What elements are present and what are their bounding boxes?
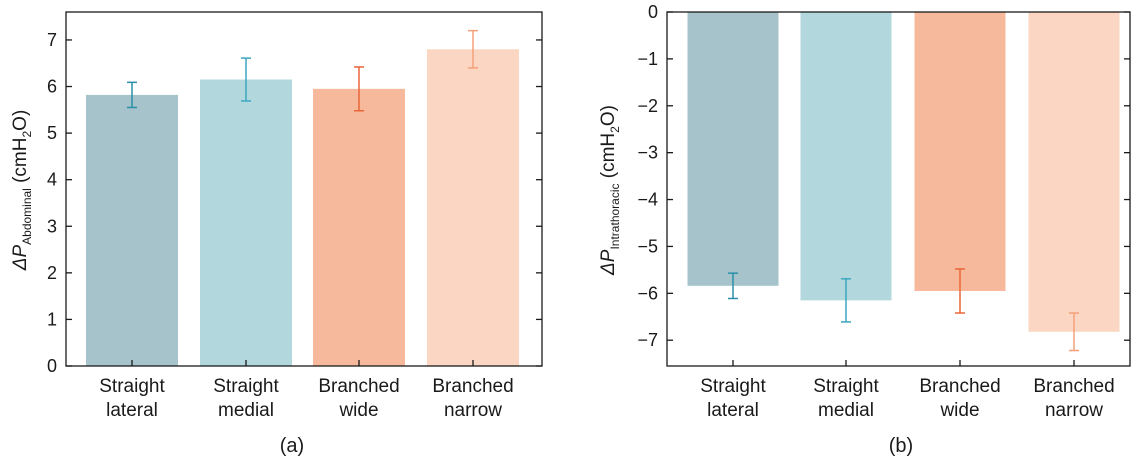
- panel-label: (a): [280, 435, 304, 457]
- y-tick-label: 4: [47, 170, 57, 190]
- chart-panel-a: 0 1 2 3 4 5 6 7 Straight lateral Straight medial Bra…: [10, 11, 543, 457]
- x-tick-label: Branched wide: [318, 376, 399, 421]
- bar: [313, 88, 405, 367]
- x-tick-label-line1: Branched: [1033, 376, 1114, 397]
- y-tick-label: 6: [47, 77, 57, 97]
- x-tick-label: Straight lateral: [99, 376, 165, 421]
- error-bar: [468, 29, 478, 69]
- error-bar: [354, 66, 364, 112]
- y-tick-label: −4: [637, 190, 658, 210]
- error-bar: [127, 81, 137, 109]
- x-tick-label-line2: narrow: [1045, 400, 1103, 421]
- x-tick-label-line2: wide: [338, 400, 378, 421]
- error-bar: [728, 272, 738, 300]
- axis-frame: [65, 11, 543, 367]
- y-tick-label: 7: [47, 30, 57, 50]
- y-tick-label: −3: [637, 143, 658, 163]
- panel-label: (b): [889, 435, 913, 457]
- x-tick-label: Straight medial: [213, 376, 279, 421]
- y-axis-label-symbol: ΔP: [10, 245, 31, 272]
- x-tick-label-line2: wide: [939, 400, 979, 421]
- x-tick-label: Branched narrow: [1033, 376, 1114, 421]
- y-axis-label: ΔPAbdominal (cmH2O): [10, 110, 34, 272]
- x-tick-label-line1: Straight: [213, 376, 279, 397]
- bar: [687, 12, 779, 286]
- y-axis-label-unit: (cmH: [598, 133, 619, 184]
- y-axis-label-subscript: Abdominal: [20, 188, 34, 245]
- y-tick-label: 2: [47, 263, 57, 283]
- bar: [1028, 12, 1120, 332]
- bar: [427, 49, 519, 367]
- x-tick-label-line2: narrow: [444, 400, 502, 421]
- error-bar: [955, 268, 965, 314]
- bar: [86, 94, 178, 367]
- error-bar: [241, 57, 251, 102]
- x-tick-label-line2: medial: [218, 400, 274, 421]
- x-tick-label-line1: Branched: [432, 376, 513, 397]
- y-tick-label: −5: [637, 236, 658, 256]
- x-tick-label-line2: medial: [818, 400, 874, 421]
- y-axis-label: ΔPIntrathoracic (cmH2O): [598, 105, 622, 276]
- y-tick-label: 1: [47, 309, 57, 329]
- y-axis-label-unit-end: O): [598, 105, 619, 126]
- y-tick-label: 3: [47, 216, 57, 236]
- y-tick-label: 5: [47, 123, 57, 143]
- bar: [800, 12, 892, 301]
- x-tick-label-line2: lateral: [106, 400, 158, 421]
- y-tick-label: 0: [47, 356, 57, 376]
- y-tick-label: −6: [637, 283, 658, 303]
- x-tick-label: Branched narrow: [432, 376, 513, 421]
- x-tick-label-line1: Straight: [99, 376, 165, 397]
- x-tick-label-line1: Straight: [700, 376, 766, 397]
- y-axis-label-unit-end: O): [10, 110, 31, 131]
- y-axis-label-unit: (cmH: [10, 138, 31, 189]
- error-bar: [1069, 312, 1079, 352]
- chart-panel-b: 0 −1 −2 −3 −4 −5 −6 −7 Straight lateral Straight me…: [598, 2, 1131, 457]
- error-bar: [841, 278, 851, 323]
- x-tick-label: Straight medial: [813, 376, 879, 421]
- bar: [200, 79, 292, 366]
- x-tick-label: Straight lateral: [700, 376, 766, 421]
- x-tick-label-line1: Straight: [813, 376, 879, 397]
- y-axis-label-unit-subscript: 2: [20, 131, 34, 138]
- y-axis-label-unit-subscript: 2: [608, 126, 622, 133]
- x-tick-label-line2: lateral: [707, 400, 759, 421]
- y-axis-label-symbol: ΔP: [598, 249, 619, 276]
- y-tick-label: −7: [637, 330, 658, 350]
- y-axis-label-subscript: Intrathoracic: [608, 184, 622, 250]
- x-tick-label: Branched wide: [919, 376, 1000, 421]
- axis-frame: [666, 11, 1131, 367]
- y-tick-label: −2: [637, 96, 658, 116]
- x-tick-label-line1: Branched: [318, 376, 399, 397]
- y-tick-label: −1: [637, 49, 658, 69]
- y-tick-label: 0: [648, 2, 658, 22]
- x-tick-label-line1: Branched: [919, 376, 1000, 397]
- bar: [914, 12, 1006, 291]
